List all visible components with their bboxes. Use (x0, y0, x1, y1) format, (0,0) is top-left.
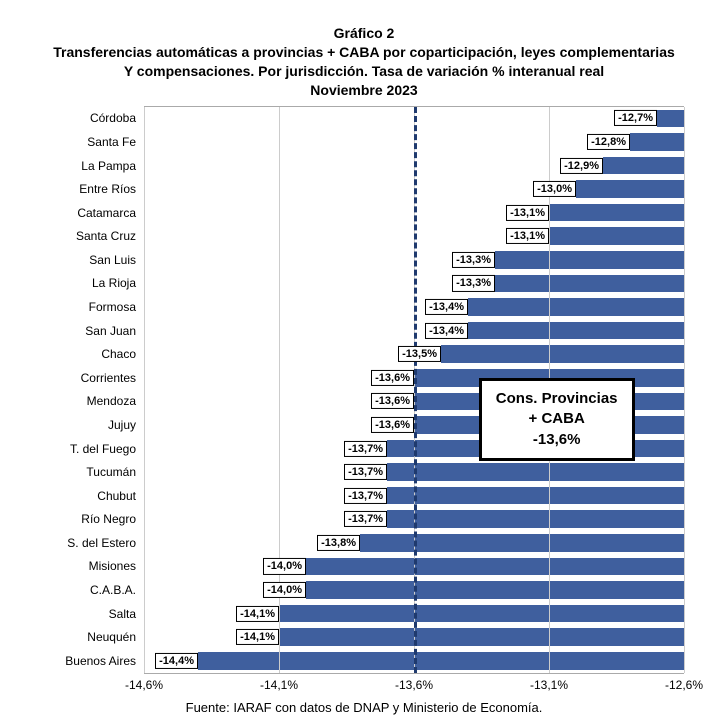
bar (387, 487, 684, 505)
bar (468, 298, 684, 316)
value-label: -13,7% (344, 464, 387, 480)
category-label: Catamarca (26, 206, 136, 220)
value-label: -14,0% (263, 558, 306, 574)
category-label: Neuquén (26, 630, 136, 644)
value-label: -13,6% (371, 370, 414, 386)
category-label: Tucumán (26, 465, 136, 479)
value-label: -13,3% (452, 275, 495, 291)
x-tick-label: -13,1% (530, 678, 568, 692)
category-label: Chubut (26, 489, 136, 503)
value-label: -13,7% (344, 511, 387, 527)
category-label: Mendoza (26, 394, 136, 408)
category-label: Chaco (26, 347, 136, 361)
bar (495, 251, 684, 269)
category-label: Misiones (26, 559, 136, 573)
value-label: -13,3% (452, 252, 495, 268)
bar (387, 463, 684, 481)
value-label: -14,0% (263, 582, 306, 598)
gridline (144, 107, 145, 673)
bar (576, 180, 684, 198)
source-line: Fuente: IARAF con datos de DNAP y Minist… (34, 700, 694, 715)
plot-area: Cons. Provincias + CABA -13,6% Córdoba-1… (144, 106, 684, 674)
bar (279, 605, 684, 623)
reference-line (414, 107, 417, 673)
category-label: Buenos Aires (26, 654, 136, 668)
category-label: San Juan (26, 324, 136, 338)
category-label: T. del Fuego (26, 442, 136, 456)
value-label: -13,6% (371, 393, 414, 409)
x-tick-label: -14,6% (125, 678, 163, 692)
bar (360, 534, 684, 552)
category-label: S. del Estero (26, 536, 136, 550)
bar (495, 275, 684, 293)
bar (306, 558, 684, 576)
value-label: -13,7% (344, 440, 387, 456)
category-label: Santa Fe (26, 135, 136, 149)
bar (549, 227, 684, 245)
category-label: Formosa (26, 300, 136, 314)
value-label: -13,1% (506, 228, 549, 244)
value-label: -12,7% (614, 110, 657, 126)
value-label: -13,1% (506, 205, 549, 221)
bar (198, 652, 684, 670)
value-label: -12,9% (560, 157, 603, 173)
value-label: -13,8% (317, 535, 360, 551)
category-label: Río Negro (26, 512, 136, 526)
category-label: San Luis (26, 253, 136, 267)
bar (387, 510, 684, 528)
value-label: -13,7% (344, 488, 387, 504)
category-label: Santa Cruz (26, 229, 136, 243)
value-label: -12,8% (587, 134, 630, 150)
category-label: Córdoba (26, 111, 136, 125)
category-label: C.A.B.A. (26, 583, 136, 597)
category-label: Corrientes (26, 371, 136, 385)
value-label: -13,0% (533, 181, 576, 197)
bar (603, 157, 684, 175)
value-label: -13,4% (425, 323, 468, 339)
bar (549, 204, 684, 222)
category-label: Entre Ríos (26, 182, 136, 196)
value-label: -14,1% (236, 629, 279, 645)
category-label: La Pampa (26, 159, 136, 173)
x-tick-label: -13,6% (395, 678, 433, 692)
bar (441, 345, 684, 363)
value-label: -13,4% (425, 299, 468, 315)
bar (657, 110, 684, 128)
gridline (684, 107, 685, 673)
category-label: Salta (26, 607, 136, 621)
bar (279, 628, 684, 646)
chart-container: Cons. Provincias + CABA -13,6% Córdoba-1… (34, 106, 694, 698)
chart-title: Gráfico 2 Transferencias automáticas a p… (34, 24, 694, 100)
x-tick-label: -12,6% (665, 678, 703, 692)
value-label: -13,6% (371, 417, 414, 433)
bar (468, 322, 684, 340)
value-label: -14,1% (236, 606, 279, 622)
category-label: La Rioja (26, 276, 136, 290)
bar (306, 581, 684, 599)
bar (630, 133, 684, 151)
value-label: -13,5% (398, 346, 441, 362)
x-axis: -14,6%-14,1%-13,6%-13,1%-12,6% (144, 674, 684, 698)
category-label: Jujuy (26, 418, 136, 432)
x-tick-label: -14,1% (260, 678, 298, 692)
summary-annotation: Cons. Provincias + CABA -13,6% (479, 378, 635, 461)
value-label: -14,4% (155, 653, 198, 669)
